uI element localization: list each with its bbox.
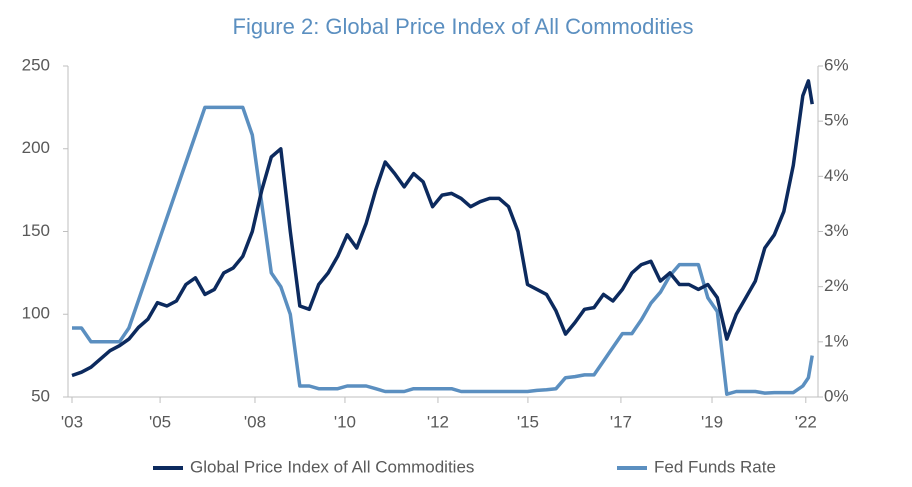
y-tick-label: 100 <box>22 304 50 323</box>
y-tick-label: 150 <box>22 221 50 240</box>
x-tick-label: '15 <box>517 412 539 431</box>
y2-tick-label: 5% <box>824 111 849 130</box>
x-tick-label: '12 <box>427 412 449 431</box>
y2-tick-label: 2% <box>824 276 849 295</box>
legend-label: Global Price Index of All Commodities <box>190 457 474 476</box>
y-tick-label: 50 <box>31 386 50 405</box>
y2-tick-label: 1% <box>824 331 849 350</box>
x-tick-label: '08 <box>244 412 266 431</box>
x-tick-label: '10 <box>334 412 356 431</box>
series-line <box>72 105 814 396</box>
series-line <box>71 79 814 378</box>
legend-label: Fed Funds Rate <box>654 457 776 476</box>
y2-tick-label: 3% <box>824 221 849 240</box>
x-tick-label: '19 <box>701 412 723 431</box>
x-tick-label: '17 <box>610 412 632 431</box>
y2-tick-label: 0% <box>824 386 849 405</box>
chart-title: Figure 2: Global Price Index of All Comm… <box>233 14 694 39</box>
y2-tick-label: 4% <box>824 166 849 185</box>
x-tick-label: '22 <box>795 412 817 431</box>
x-tick-label: '05 <box>149 412 171 431</box>
y-tick-label: 200 <box>22 138 50 157</box>
x-tick-label: '03 <box>61 412 83 431</box>
y2-tick-label: 6% <box>824 55 849 74</box>
y-tick-label: 250 <box>22 55 50 74</box>
